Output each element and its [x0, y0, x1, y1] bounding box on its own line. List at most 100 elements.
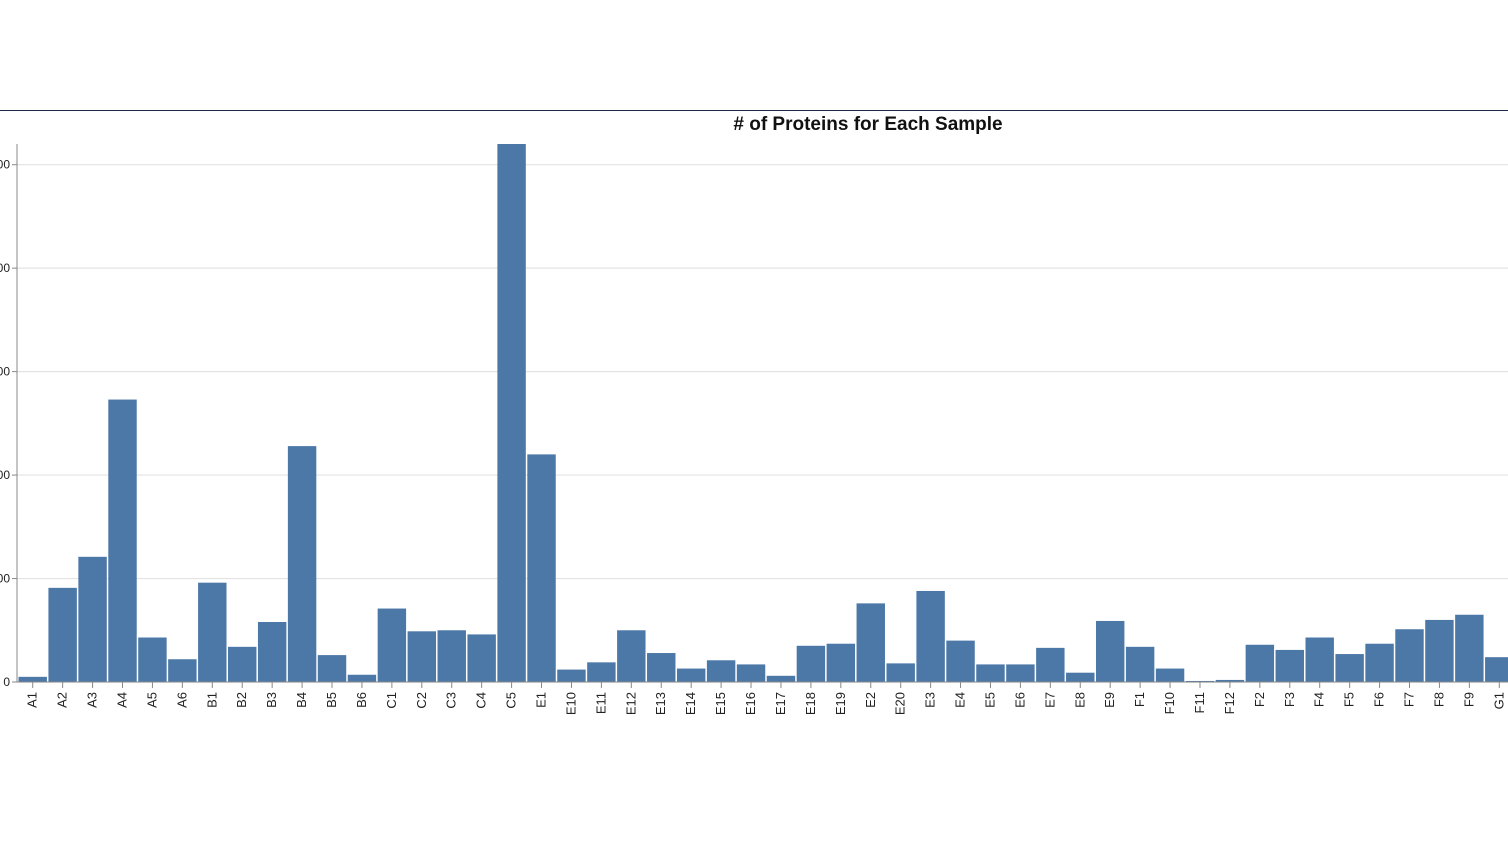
y-tick-label: 400: [0, 261, 10, 275]
y-tick-label: 200: [0, 468, 10, 482]
x-tick-label: B4: [294, 692, 309, 708]
bar-a5: [138, 637, 167, 682]
bar-b6: [347, 674, 377, 682]
bar-a2: [48, 587, 77, 682]
bar-b5: [317, 655, 347, 682]
x-tick-label: E19: [833, 692, 848, 715]
bar-f2: [1245, 644, 1275, 682]
bar-c4: [467, 634, 496, 682]
x-tick-label: F12: [1222, 692, 1237, 714]
x-tick-label: E6: [1012, 692, 1027, 708]
bar-e9: [1095, 620, 1125, 682]
bar-e7: [1036, 647, 1065, 682]
x-tick-label: B6: [354, 692, 369, 708]
bar-f12: [1215, 679, 1245, 682]
bar-f4: [1305, 637, 1334, 682]
bar-e17: [766, 675, 796, 682]
bar-e10: [557, 669, 586, 682]
x-tick-label: F6: [1372, 692, 1387, 707]
x-tick-label: B1: [204, 692, 219, 708]
bar-e2: [856, 603, 885, 682]
x-tick-label: E1: [534, 692, 549, 708]
bar-b2: [228, 646, 257, 682]
bar-a1: [18, 676, 47, 682]
x-tick-label: A5: [144, 692, 159, 708]
x-tick-label: E11: [593, 692, 608, 714]
bar-e19: [826, 643, 856, 682]
bar-e11: [587, 662, 616, 682]
x-tick-label: C1: [384, 692, 399, 709]
x-tick-label: E13: [653, 692, 668, 715]
y-tick-label: 100: [0, 572, 10, 586]
bar-e5: [976, 664, 1005, 682]
x-tick-label: E5: [982, 692, 997, 708]
bar-e6: [1006, 664, 1035, 682]
bar-e1: [527, 454, 556, 682]
x-tick-label: A1: [25, 692, 40, 708]
x-tick-label: F4: [1312, 692, 1327, 707]
bar-e3: [916, 590, 945, 682]
x-tick-label: E18: [803, 692, 818, 715]
bar-series: [18, 144, 1508, 682]
bar-f10: [1155, 668, 1185, 682]
x-tick-label: G1: [1491, 692, 1506, 709]
bar-a6: [168, 659, 197, 682]
x-tick-label: A4: [115, 692, 130, 708]
axes: [16, 144, 1508, 683]
x-tick-label: F1: [1132, 692, 1147, 707]
y-tick-label: 0: [3, 675, 10, 689]
x-tick-label: E4: [953, 692, 968, 708]
x-tick-label: E8: [1072, 692, 1087, 708]
bar-e12: [617, 630, 646, 682]
x-axis-ticks: A1 A2 A3 A4 A5 A6 B1 B2 B3 B4 B5 B6 C1 C2 C3 C4 C5 E1 E10 E…: [25, 682, 1506, 715]
bar-f9: [1455, 614, 1484, 682]
x-tick-label: F7: [1401, 692, 1416, 707]
x-tick-label: A3: [85, 692, 100, 708]
x-tick-label: F5: [1342, 692, 1357, 707]
bar-f6: [1365, 643, 1394, 682]
x-tick-label: B5: [324, 692, 339, 708]
y-tick-label: 300: [0, 365, 10, 379]
bar-f8: [1425, 619, 1454, 682]
y-tick-label: 500: [0, 158, 10, 172]
x-tick-label: A2: [55, 692, 70, 708]
bar-f1: [1125, 646, 1155, 682]
bar-g1: [1485, 657, 1508, 682]
x-tick-label: F11: [1192, 692, 1207, 713]
x-tick-label: E7: [1042, 692, 1057, 708]
x-tick-label: E9: [1102, 692, 1117, 708]
bar-f3: [1275, 649, 1304, 682]
x-tick-label: E20: [893, 692, 908, 715]
x-tick-label: C4: [474, 692, 489, 709]
grid-lines: [17, 164, 1508, 683]
bar-f5: [1335, 654, 1364, 682]
bar-e14: [676, 668, 706, 682]
x-tick-label: E2: [863, 692, 878, 708]
bar-f11: [1185, 680, 1215, 682]
top-divider: [0, 110, 1508, 111]
x-tick-label: F10: [1162, 692, 1177, 714]
x-tick-label: C2: [414, 692, 429, 709]
bar-e16: [736, 664, 766, 682]
bar-c5: [497, 144, 526, 682]
bar-a4: [108, 399, 137, 682]
x-tick-label: E12: [623, 692, 638, 715]
bar-f7: [1395, 629, 1424, 682]
bar-b4: [287, 446, 317, 682]
x-tick-label: E16: [743, 692, 758, 715]
bar-a3: [78, 556, 107, 682]
x-tick-label: A6: [174, 692, 189, 708]
y-axis-ticks: 0 100 200 300 400 500: [0, 158, 17, 689]
x-tick-label: F9: [1461, 692, 1476, 707]
x-tick-label: F2: [1252, 692, 1267, 707]
bar-e4: [946, 640, 975, 682]
bar-e8: [1066, 672, 1095, 682]
bar-c1: [377, 608, 407, 682]
chart-title: # of Proteins for Each Sample: [733, 114, 1002, 135]
bar-b3: [257, 621, 287, 682]
x-tick-label: F3: [1282, 692, 1297, 707]
bar-c2: [407, 631, 437, 682]
bar-e15: [706, 660, 736, 682]
